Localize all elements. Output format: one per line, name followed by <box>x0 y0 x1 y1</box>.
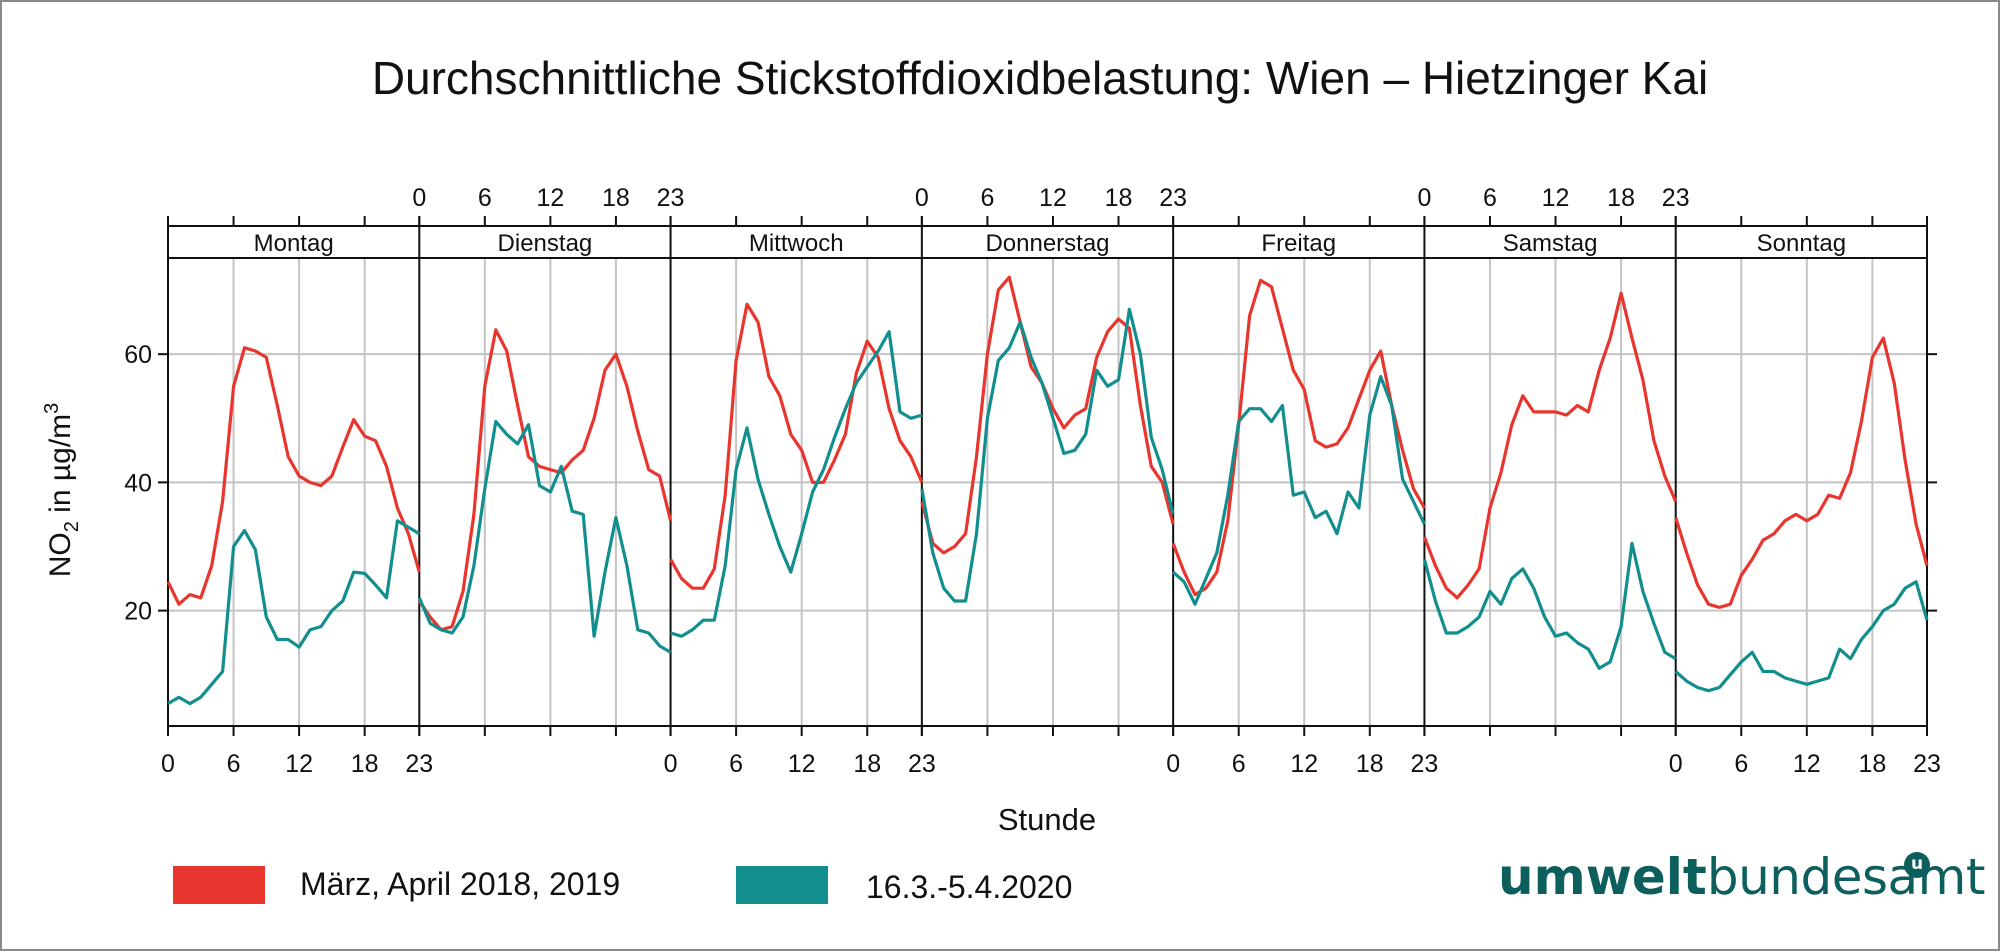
x-tick-label: 6 <box>729 750 743 778</box>
y-axis-label: NO2 in µg/m3 <box>41 403 83 578</box>
panel-label: Sonntag <box>1757 230 1846 257</box>
x-tick-label: 6 <box>227 750 241 778</box>
x-tick-label-top: 6 <box>980 184 994 212</box>
chart-title: Durchschnittliche Stickstoffdioxidbelast… <box>372 52 1708 104</box>
x-tick-label-top: 6 <box>478 184 492 212</box>
series-line-teal <box>1422 541 1677 670</box>
x-tick-label: 18 <box>1858 750 1886 778</box>
x-tick-label: 18 <box>1356 750 1384 778</box>
series-line-teal <box>1674 580 1929 693</box>
legend-red-label: März, April 2018, 2019 <box>300 866 621 902</box>
x-tick-label-top: 23 <box>1662 184 1690 212</box>
x-tick-label-top: 12 <box>536 184 564 212</box>
series-line-red <box>417 328 673 632</box>
x-tick-label: 23 <box>908 750 936 778</box>
panels: Montag Dienstag Mittwoch Donnerstag Freitag S… <box>167 225 1928 727</box>
series-line-teal <box>417 419 672 654</box>
x-tick-label-top: 0 <box>915 184 929 212</box>
x-tick-label: 6 <box>1734 750 1748 778</box>
panel-label: Donnerstag <box>985 230 1109 257</box>
series-line-red <box>1171 278 1426 597</box>
x-tick-label: 12 <box>1290 750 1318 778</box>
umweltbundesamt-logo: umweltbundesamt <box>1498 848 1985 906</box>
x-tick-label-top: 0 <box>1417 184 1431 212</box>
x-tick-label: 18 <box>853 750 881 778</box>
x-tick-label: 0 <box>1669 750 1683 778</box>
x-tick-label: 0 <box>1166 750 1180 778</box>
series-layer <box>166 275 1929 706</box>
x-tick-label: 12 <box>788 750 816 778</box>
x-tick-label: 12 <box>285 750 313 778</box>
x-tick-label-top: 23 <box>1159 184 1187 212</box>
legend-teal-label: 16.3.-5.4.2020 <box>866 869 1073 905</box>
series-line-red <box>1674 336 1929 610</box>
legend-red-swatch <box>173 866 265 904</box>
y-tick-label: 20 <box>124 598 152 626</box>
panel-label: Montag <box>254 230 334 257</box>
x-tick-label: 23 <box>1913 750 1941 778</box>
x-tick-label-top: 6 <box>1483 184 1497 212</box>
x-tick-label-top: 18 <box>1607 184 1635 212</box>
x-tick-label-top: 12 <box>1542 184 1570 212</box>
series-line-red <box>1422 291 1678 600</box>
grid <box>168 258 1927 726</box>
series-line-red <box>166 346 421 606</box>
x-tick-label: 0 <box>161 750 175 778</box>
series-line-teal <box>1172 375 1426 606</box>
series-line-teal <box>920 307 1175 603</box>
x-tick-label-top: 0 <box>412 184 426 212</box>
x-tick-label: 12 <box>1793 750 1821 778</box>
x-axis-label: Stunde <box>998 802 1096 837</box>
x-tick-label-top: 18 <box>1105 184 1133 212</box>
x-tick-label: 18 <box>351 750 379 778</box>
series-line-red <box>920 275 1175 555</box>
x-tick-label: 6 <box>1232 750 1246 778</box>
x-tick-label: 23 <box>405 750 433 778</box>
legend-teal-swatch <box>736 866 828 904</box>
x-tick-label-top: 18 <box>602 184 630 212</box>
x-tick-label: 23 <box>1411 750 1439 778</box>
panel-label: Mittwoch <box>749 230 844 257</box>
panel-label: Samstag <box>1503 230 1598 257</box>
y-tick-label: 40 <box>124 469 152 497</box>
y-tick-label: 60 <box>124 341 152 369</box>
x-tick-label-top: 23 <box>657 184 685 212</box>
series-line-teal <box>670 330 923 638</box>
logo-badge-icon: u <box>1904 852 1930 878</box>
panel-label: Freitag <box>1261 230 1336 257</box>
series-line-teal <box>167 519 421 706</box>
x-tick-label: 0 <box>664 750 678 778</box>
x-tick-label-top: 12 <box>1039 184 1067 212</box>
panel-label: Dienstag <box>498 230 593 257</box>
series-line-red <box>669 302 924 590</box>
